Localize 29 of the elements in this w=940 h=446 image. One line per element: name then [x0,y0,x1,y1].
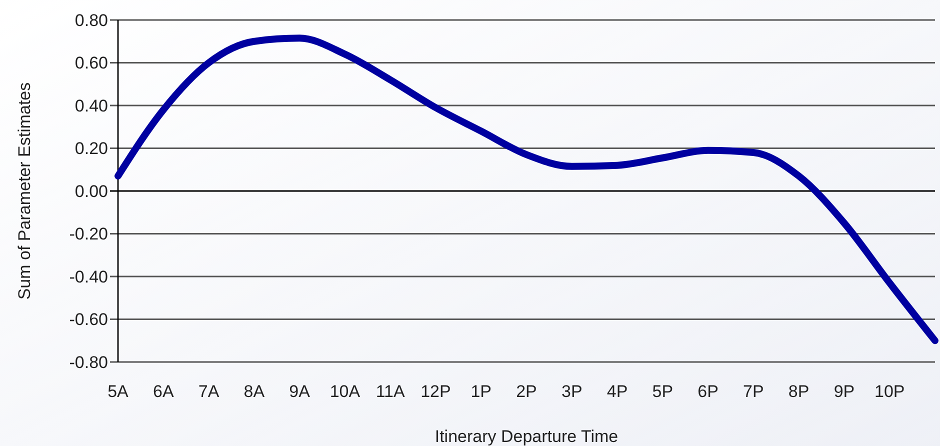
x-tick-label: 2P [516,382,537,401]
x-tick-label: 5P [652,382,674,401]
x-tick-label: 7P [743,382,764,401]
y-tick-label: 0.00 [74,182,108,201]
x-tick-label: 6A [152,382,174,401]
y-tick-label: -0.60 [69,310,108,330]
x-axis-title: Itinerary Departure Time [434,427,618,446]
y-tick-label: -0.40 [69,267,108,286]
x-tick-label: 11A [376,382,406,401]
x-tick-label: 10A [330,382,361,401]
x-tick-label: 8A [244,382,266,401]
y-tick-label: 0.40 [74,96,108,116]
x-tick-label: 4P [606,382,628,401]
y-tick-label: 0.80 [74,10,108,30]
x-tick-label: 8P [788,382,810,401]
y-tick-label: 0.20 [74,139,108,158]
y-tick-label: -0.20 [69,224,108,244]
y-axis-title: Sum of Parameter Estimates [15,82,34,300]
x-tick-label: 7A [198,382,220,401]
x-tick-label: 3P [561,382,582,401]
x-tick-label: 9A [289,382,311,401]
x-tick-label: 9P [834,382,855,401]
x-tick-label: 10P [874,382,905,401]
x-tick-label: 5A [108,382,130,401]
y-tick-label: -0.80 [69,352,108,372]
y-tick-label: 0.60 [74,54,108,73]
x-tick-label: 1P [470,382,492,401]
x-tick-label: 12P [420,382,451,401]
x-tick-label: 6P [698,382,718,401]
